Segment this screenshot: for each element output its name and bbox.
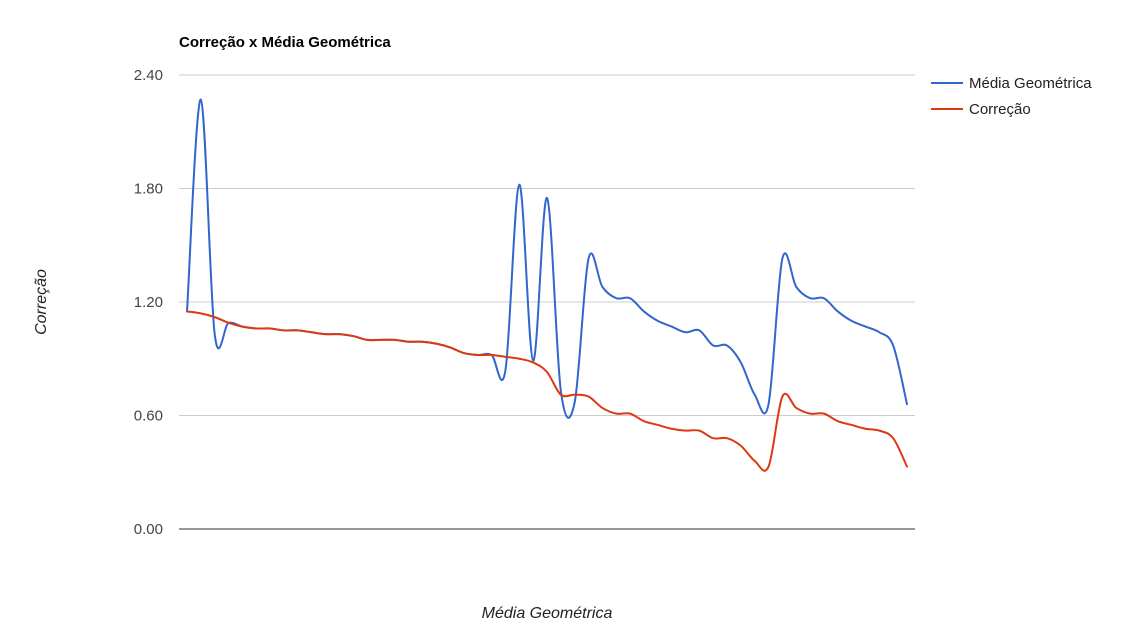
y-tick-label: 1.20 xyxy=(134,294,163,311)
y-tick-label: 1.80 xyxy=(134,181,163,198)
y-axis-title: Correção xyxy=(33,269,50,335)
legend-label: Correção xyxy=(969,101,1031,118)
y-tick-label: 0.60 xyxy=(134,408,163,425)
x-axis-title: Média Geométrica xyxy=(482,605,613,622)
y-tick-label: 2.40 xyxy=(134,67,163,84)
legend: Média Geométrica Correção xyxy=(931,75,1092,118)
legend-label: Média Geométrica xyxy=(969,75,1092,92)
series-line-2 xyxy=(186,310,908,472)
chart-title: Correção x Média Geométrica xyxy=(179,34,391,51)
series-lines xyxy=(186,98,908,472)
series-line-1 xyxy=(186,98,908,419)
gridlines xyxy=(179,74,915,530)
y-tick-label: 0.00 xyxy=(134,521,163,538)
y-axis-ticks: 0.00 0.60 1.20 1.80 2.40 xyxy=(134,67,163,538)
